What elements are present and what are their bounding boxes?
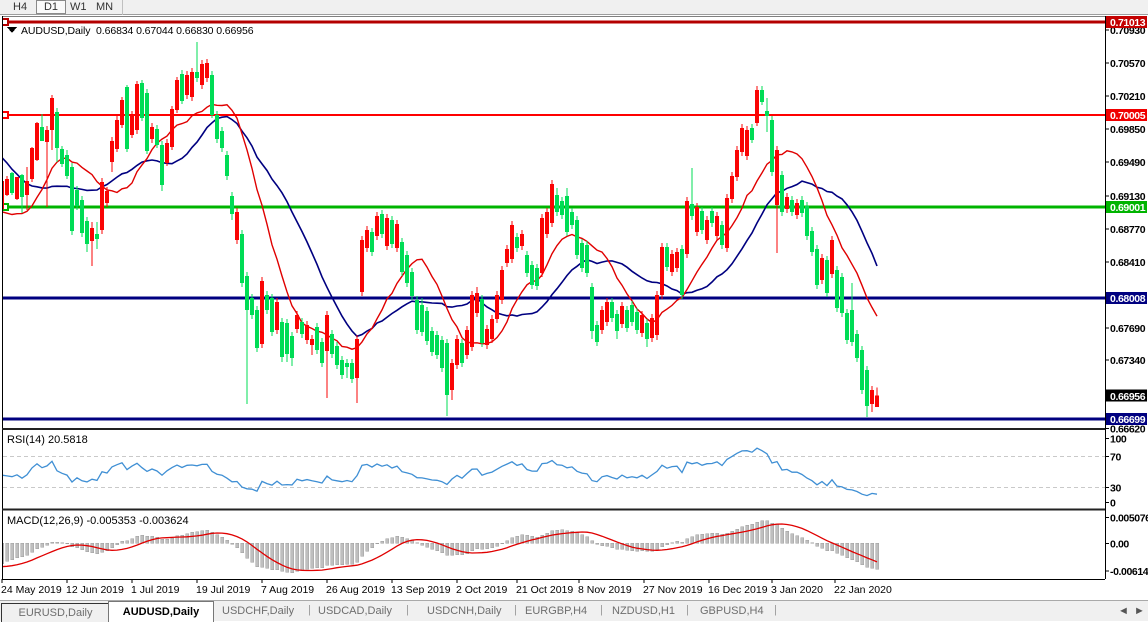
svg-text:26 Aug 2019: 26 Aug 2019 [326, 584, 385, 596]
svg-text:21 Oct 2019: 21 Oct 2019 [516, 584, 573, 596]
svg-text:-0.006148: -0.006148 [1110, 566, 1148, 578]
svg-text:0.71013: 0.71013 [1110, 17, 1146, 29]
svg-text:19 Jul 2019: 19 Jul 2019 [196, 584, 250, 596]
svg-text:0.69130: 0.69130 [1110, 191, 1146, 203]
svg-text:7 Aug 2019: 7 Aug 2019 [261, 584, 314, 596]
svg-text:70: 70 [1110, 452, 1121, 464]
svg-text:0.69001: 0.69001 [1110, 202, 1146, 214]
svg-text:0.66620: 0.66620 [1110, 424, 1146, 436]
svg-text:0.70570: 0.70570 [1110, 58, 1146, 70]
svg-text:0.69490: 0.69490 [1110, 157, 1146, 169]
svg-text:0.67690: 0.67690 [1110, 323, 1146, 335]
svg-text:1 Jul 2019: 1 Jul 2019 [131, 584, 180, 596]
svg-text:0.70005: 0.70005 [1110, 110, 1146, 122]
svg-text:30: 30 [1110, 483, 1121, 495]
svg-text:16 Dec 2019: 16 Dec 2019 [708, 584, 768, 596]
svg-text:3 Jan 2020: 3 Jan 2020 [771, 584, 823, 596]
svg-text:0.66699: 0.66699 [1110, 414, 1146, 426]
svg-text:0.68410: 0.68410 [1110, 257, 1146, 269]
svg-text:MACD(12,26,9) -0.005353 -0.003: MACD(12,26,9) -0.005353 -0.003624 [7, 515, 189, 527]
svg-text:2 Oct 2019: 2 Oct 2019 [456, 584, 508, 596]
svg-text:0.68770: 0.68770 [1110, 224, 1146, 236]
svg-text:27 Nov 2019: 27 Nov 2019 [643, 584, 703, 596]
svg-text:RSI(14) 20.5818: RSI(14) 20.5818 [7, 434, 88, 446]
svg-text:0.66956: 0.66956 [1110, 391, 1146, 403]
svg-text:24 May 2019: 24 May 2019 [1, 584, 62, 596]
svg-text:0.69850: 0.69850 [1110, 124, 1146, 136]
svg-text:0.70210: 0.70210 [1110, 91, 1146, 103]
svg-text:0: 0 [1110, 498, 1116, 510]
svg-text:AUDUSD,Daily 0.66834 0.67044: AUDUSD,Daily 0.66834 0.67044 0.66830 0.6… [21, 25, 254, 37]
svg-text:0.67340: 0.67340 [1110, 355, 1146, 367]
svg-text:12 Jun 2019: 12 Jun 2019 [66, 584, 124, 596]
svg-text:13 Sep 2019: 13 Sep 2019 [391, 584, 451, 596]
svg-text:8 Nov 2019: 8 Nov 2019 [578, 584, 632, 596]
svg-text:0.005076: 0.005076 [1110, 513, 1148, 525]
svg-text:22 Jan 2020: 22 Jan 2020 [834, 584, 892, 596]
svg-text:0.00: 0.00 [1110, 538, 1129, 550]
svg-text:0.68008: 0.68008 [1110, 293, 1146, 305]
svg-text:100: 100 [1110, 434, 1127, 446]
